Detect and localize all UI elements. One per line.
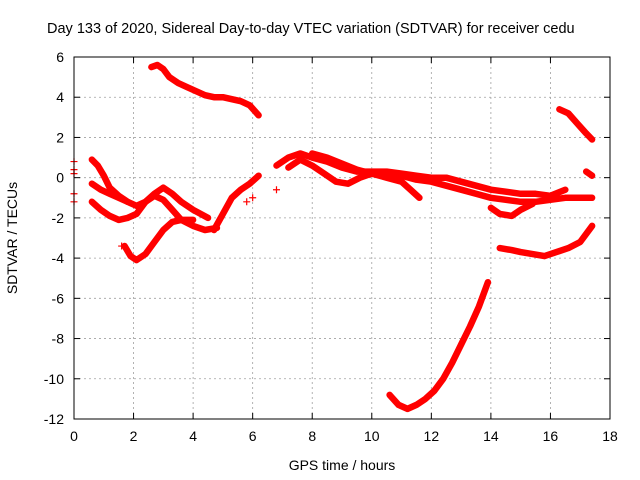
y-tick-label: -12: [44, 411, 64, 427]
x-tick-label: 6: [249, 428, 257, 444]
series-arc-rise-mid: [210, 172, 262, 234]
x-tick-label: 4: [189, 428, 197, 444]
x-tick-label: 14: [483, 428, 499, 444]
x-tick-label: 16: [543, 428, 559, 444]
series-arc-mid-3: [308, 150, 423, 202]
y-tick-label: 6: [56, 49, 64, 65]
grid-layer: [74, 57, 610, 419]
data-point-marker: [243, 198, 251, 206]
x-axis-label: GPS time / hours: [289, 457, 396, 473]
ticks-layer: 0 2 4 6 8 10 12 14 16 18 -12 -10 -8 -6 -4 -2 0 2 4 6: [44, 49, 618, 444]
y-tick-label: -6: [52, 290, 65, 306]
series-arc-top-left: [148, 61, 262, 119]
plot-frame: [73, 56, 611, 420]
x-tick-label: 10: [364, 428, 380, 444]
y-tick-label: 4: [56, 89, 64, 105]
y-axis-label: SDTVAR / TECUs: [4, 182, 20, 294]
data-point-marker: [272, 186, 280, 194]
x-tick-label: 12: [424, 428, 440, 444]
chart-title: Day 133 of 2020, Sidereal Day-to-day VTE…: [47, 21, 575, 37]
data-point-marker: [249, 194, 257, 202]
series-arc-upper-left: [88, 156, 212, 222]
series-arc-mid-2: [285, 156, 596, 206]
x-tick-label: 2: [130, 428, 138, 444]
y-tick-label: -8: [52, 331, 65, 347]
series-arc-tail-right: [582, 168, 596, 179]
series-arc-dip-right: [487, 200, 536, 220]
x-tick-label: 8: [308, 428, 316, 444]
y-tick-label: 0: [56, 170, 64, 186]
series-arc-dip-left: [121, 216, 197, 264]
series-layer: [88, 61, 596, 413]
series-arc-top-right: [556, 106, 596, 143]
x-tick-label: 0: [70, 428, 78, 444]
series-arc-lower-left: [88, 192, 221, 234]
y-tick-label: 2: [56, 129, 64, 145]
x-tick-label: 18: [602, 428, 618, 444]
series-arc-short-left: [88, 180, 131, 206]
y-tick-label: -10: [44, 371, 64, 387]
y-tick-label: -4: [52, 250, 65, 266]
data-point-marker: [118, 242, 126, 250]
series-arc-bottom: [386, 278, 492, 413]
y-tick-label: -2: [52, 210, 65, 226]
series-arc-lower-right: [496, 222, 596, 260]
series-arc-mid-1: [273, 150, 569, 200]
